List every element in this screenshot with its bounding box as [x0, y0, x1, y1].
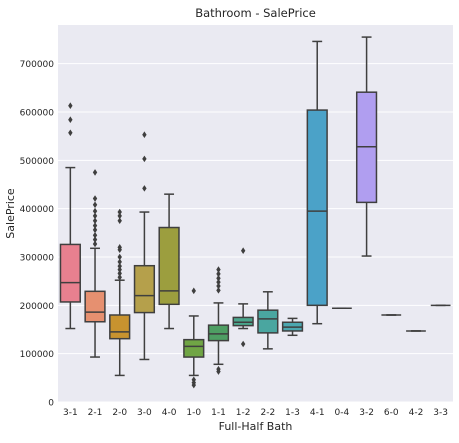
outlier-point	[216, 282, 221, 290]
y-axis-ticks: 0 100000 200000 300000 400000 500000 600000 700…	[20, 60, 55, 408]
x-tick-label: 2-2	[260, 408, 275, 418]
outlier-point	[92, 231, 98, 239]
outlier-point	[117, 212, 122, 220]
x-tick-label: 4-0	[162, 408, 177, 418]
box-iqr	[183, 338, 205, 358]
x-tick-label: 1-0	[186, 408, 201, 418]
y-tick-label: 300000	[20, 254, 55, 264]
x-axis-ticks: 3-1 2-1 2-0 3-0 4-0 1-0 1-1 1-2 2-2 1-3 4-1 0-4 3-2 6…	[63, 408, 448, 418]
box-group	[59, 102, 81, 330]
outlier-point	[191, 287, 196, 295]
outlier-point	[240, 247, 246, 255]
outlier-point	[117, 253, 122, 261]
outlier-point	[142, 155, 147, 163]
y-axis-label: SalePrice	[4, 188, 17, 239]
x-tick-label: 3-2	[359, 408, 374, 418]
box-iqr	[133, 264, 156, 314]
y-tick-label: 200000	[20, 302, 55, 312]
outlier-point	[216, 274, 221, 282]
outlier-point	[92, 240, 98, 248]
outlier-point	[68, 102, 73, 110]
outlier-point	[68, 116, 73, 124]
x-tick-label: 0-4	[335, 408, 350, 418]
x-tick-label: 1-1	[211, 408, 226, 418]
box-iqr	[158, 226, 180, 306]
outlier-point	[92, 226, 98, 234]
box-group	[281, 317, 304, 337]
box-iqr	[257, 309, 279, 334]
outlier-point	[240, 340, 246, 348]
box-group	[183, 287, 205, 389]
box-group	[133, 131, 156, 361]
outlier-point	[191, 381, 196, 389]
box-group	[84, 169, 106, 358]
y-tick-label: 100000	[20, 350, 55, 360]
box-iqr	[207, 324, 230, 342]
y-tick-label: 500000	[20, 157, 55, 167]
outlier-point	[92, 201, 98, 209]
x-tick-label: 2-0	[112, 408, 127, 418]
grid-lines	[58, 63, 453, 403]
box-iqr	[306, 109, 328, 307]
x-tick-label: 3-1	[63, 408, 78, 418]
outlier-point	[142, 185, 147, 192]
box-group	[257, 291, 279, 350]
box-iqr	[59, 243, 81, 303]
box-group	[306, 40, 328, 325]
outlier-point	[216, 270, 221, 278]
x-tick-label: 2-1	[88, 408, 103, 418]
x-tick-label: 4-2	[409, 408, 424, 418]
outlier-point	[92, 207, 98, 215]
box-group	[207, 266, 230, 375]
outlier-point	[92, 212, 98, 220]
outlier-point	[117, 208, 122, 216]
outlier-point	[216, 266, 221, 273]
y-tick-label: 700000	[20, 60, 55, 70]
y-tick-label: 0	[48, 399, 54, 409]
outlier-point	[92, 217, 98, 225]
x-tick-label: 3-0	[137, 408, 152, 418]
outlier-point	[92, 169, 98, 176]
x-tick-label: 4-1	[310, 408, 325, 418]
box-group	[158, 193, 180, 330]
outlier-point	[216, 278, 221, 286]
outlier-point	[117, 270, 122, 277]
outlier-point	[117, 266, 122, 273]
y-tick-label: 400000	[20, 205, 55, 215]
boxes	[59, 36, 451, 389]
plot-area	[58, 25, 453, 402]
outlier-point	[68, 129, 73, 137]
outlier-point	[92, 195, 98, 202]
y-tick-label: 600000	[20, 109, 55, 119]
box-group	[232, 247, 254, 348]
outlier-point	[92, 222, 98, 229]
chart-title: Bathroom - SalePrice	[195, 6, 316, 20]
x-tick-label: 1-2	[236, 408, 251, 418]
x-tick-label: 3-3	[433, 408, 448, 418]
x-tick-label: 1-3	[285, 408, 300, 418]
outlier-point	[117, 258, 122, 266]
outlier-point	[142, 131, 147, 139]
outlier-point	[117, 274, 122, 281]
outlier-point	[117, 262, 122, 270]
outlier-point	[117, 217, 122, 225]
outlier-point	[117, 246, 122, 254]
outlier-point	[92, 236, 98, 243]
x-axis-label: Full-Half Bath	[219, 420, 293, 433]
outlier-point	[216, 287, 221, 294]
outlier-point	[216, 368, 221, 375]
box-iqr	[109, 314, 131, 340]
x-tick-label: 6-0	[384, 408, 399, 418]
box-group	[355, 36, 378, 257]
box-group	[109, 208, 131, 377]
box-iqr	[84, 290, 106, 323]
